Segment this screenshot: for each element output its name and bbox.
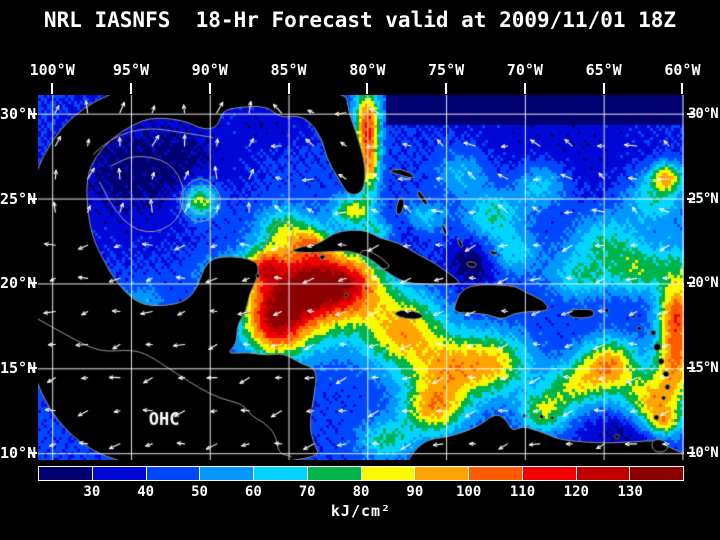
lon-tick-label: 85°W	[270, 61, 307, 79]
colorbar-segment	[415, 467, 469, 480]
colorbar-segment	[146, 467, 201, 480]
lon-tick-mark	[51, 83, 54, 94]
lon-tick-mark	[445, 83, 448, 94]
lon-tick-mark	[681, 83, 684, 94]
lat-tick-label-right: 25°N	[688, 190, 719, 207]
colorbar-segment	[522, 467, 577, 480]
colorbar-tick-label: 70	[298, 484, 316, 500]
lat-tick-mark-right	[687, 197, 695, 200]
lon-tick-mark	[602, 83, 605, 94]
lat-tick-label-left: 15°N	[0, 359, 37, 378]
plot-title: NRL IASNFS 18-Hr Forecast valid at 2009/…	[43, 8, 677, 32]
colorbar-segment	[254, 467, 308, 480]
lat-tick-label-right: 15°N	[688, 360, 719, 377]
colorbar-tick-label: 110	[509, 484, 536, 500]
lat-tick-label-left: 10°N	[0, 444, 37, 463]
colorbar-tick-label: 120	[563, 484, 589, 500]
lon-tick-label: 60°W	[664, 61, 701, 79]
lat-tick-mark-right	[687, 367, 695, 370]
colorbar-tick-label: 90	[406, 484, 424, 500]
lon-tick-label: 80°W	[349, 61, 386, 79]
colorbar-segment	[92, 467, 147, 480]
lat-tick-mark-right	[687, 112, 695, 115]
lon-tick-label: 100°W	[29, 61, 75, 79]
colorbar-segment	[200, 467, 254, 480]
lat-tick-mark-right	[687, 282, 695, 285]
colorbar-tick-label: 60	[244, 484, 262, 500]
colorbar-segment	[39, 467, 93, 480]
colorbar-tick-label: 30	[83, 484, 101, 500]
lat-tick-label-left: 25°N	[0, 189, 37, 208]
colorbar-tick-label: 50	[191, 484, 208, 500]
colorbar-tick-label: 130	[617, 484, 643, 500]
colorbar-segment	[576, 467, 631, 480]
lat-tick-label-left: 30°N	[0, 104, 37, 123]
lon-tick-mark	[129, 83, 132, 94]
lat-tick-label-right: 20°N	[688, 275, 719, 292]
lon-tick-mark	[287, 83, 290, 94]
lon-tick-mark	[366, 83, 369, 94]
lon-tick-mark	[208, 83, 211, 94]
lat-tick-mark-left	[29, 452, 37, 455]
colorbar-units-label: kJ/cm²	[330, 502, 392, 520]
colorbar-tick-label: 80	[352, 484, 370, 500]
lat-tick-mark-left	[29, 197, 37, 200]
lon-tick-label: 75°W	[428, 61, 465, 79]
colorbar	[38, 466, 684, 481]
lon-tick-label: 90°W	[191, 61, 228, 79]
lat-tick-label-right: 30°N	[688, 105, 719, 122]
lat-tick-label-right: 10°N	[688, 445, 719, 462]
colorbar-segment	[469, 467, 523, 480]
lat-tick-label-left: 20°N	[0, 274, 37, 293]
colorbar-tick-label: 40	[137, 484, 155, 500]
lon-tick-mark	[523, 83, 526, 94]
lon-tick-label: 95°W	[112, 61, 150, 79]
map-canvas	[38, 95, 684, 460]
lon-tick-label: 65°W	[585, 61, 622, 79]
colorbar-segment	[307, 467, 362, 480]
colorbar-tick-label: 100	[456, 484, 482, 500]
lat-tick-mark-left	[29, 367, 37, 370]
colorbar-segment	[361, 467, 416, 480]
lat-tick-mark-left	[29, 282, 37, 285]
lat-tick-mark-right	[687, 452, 695, 455]
lon-tick-label: 70°W	[506, 61, 543, 79]
colorbar-segment	[630, 467, 683, 480]
lat-tick-mark-left	[29, 112, 37, 115]
